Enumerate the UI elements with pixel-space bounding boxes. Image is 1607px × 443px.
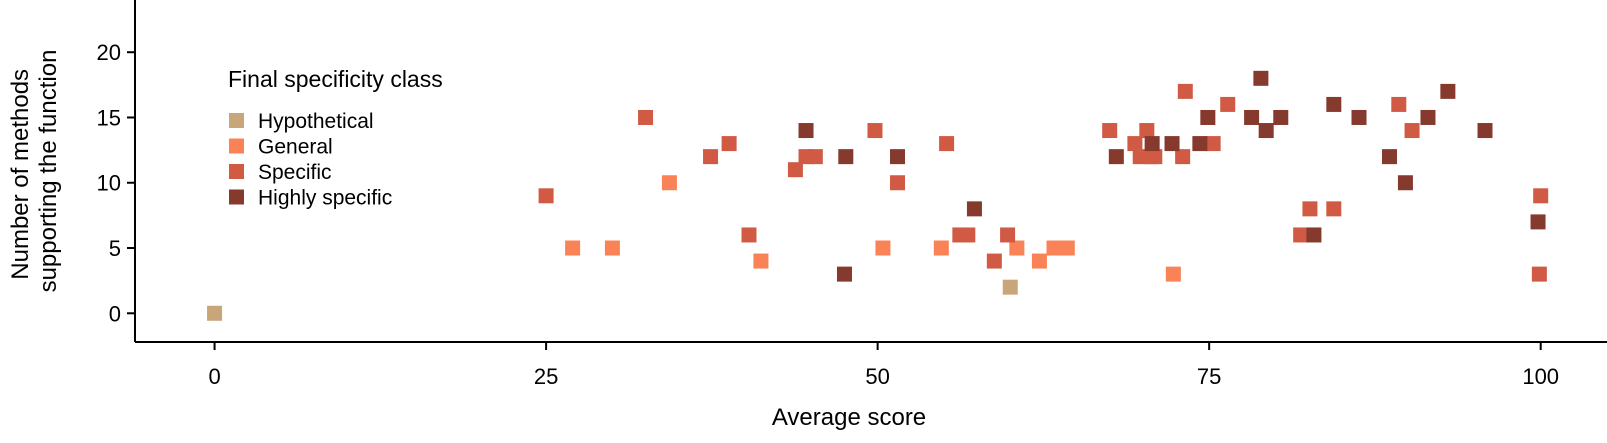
point-general [933, 240, 949, 256]
point-highly-specific [838, 149, 854, 165]
point-general [753, 253, 769, 269]
legend-title: Final specificity class [228, 66, 443, 92]
point-hypothetical [207, 305, 223, 321]
point-highly-specific [1244, 109, 1260, 125]
point-specific [787, 162, 803, 178]
point-specific [1302, 201, 1318, 217]
point-specific [1391, 96, 1407, 112]
y-ticks: 0 5 10 15 20 [97, 40, 135, 326]
point-specific [1175, 149, 1191, 165]
legend-swatch-hypothetical [229, 113, 244, 128]
point-general [661, 175, 677, 191]
point-highly-specific [890, 149, 906, 165]
point-general [1059, 240, 1075, 256]
point-highly-specific [798, 123, 814, 139]
point-specific [960, 227, 976, 243]
point-specific [1177, 83, 1193, 99]
x-tick-label: 50 [865, 364, 889, 389]
y-tick-label: 15 [97, 105, 121, 130]
point-specific [986, 253, 1002, 269]
point-highly-specific [1397, 175, 1413, 191]
point-highly-specific [1440, 83, 1456, 99]
point-general [1165, 266, 1181, 282]
legend-label-general: General [258, 136, 333, 159]
point-specific [1139, 123, 1155, 139]
point-specific [867, 123, 883, 139]
legend-swatch-specific [229, 164, 244, 179]
point-specific [1220, 96, 1236, 112]
point-general [604, 240, 620, 256]
point-specific [1326, 201, 1342, 217]
data-points [207, 70, 1549, 321]
point-highly-specific [1258, 123, 1274, 139]
point-specific [1147, 149, 1163, 165]
point-specific [807, 149, 823, 165]
point-general [1046, 240, 1062, 256]
point-highly-specific [1306, 227, 1322, 243]
x-ticks: 0 25 50 75 100 [208, 342, 1559, 389]
y-axis-title-line-2: supporting the function [35, 50, 62, 293]
y-tick-label: 5 [109, 236, 121, 261]
point-specific [703, 149, 719, 165]
legend-label-hypothetical: Hypothetical [258, 110, 374, 133]
legend-swatch-highly-specific [229, 189, 244, 205]
point-specific [538, 188, 554, 204]
point-general [875, 240, 891, 256]
point-highly-specific [1200, 109, 1216, 125]
point-highly-specific [1253, 70, 1269, 86]
point-specific [1205, 136, 1221, 152]
point-highly-specific [1382, 149, 1398, 165]
point-highly-specific [1144, 136, 1160, 152]
point-specific [1404, 123, 1420, 139]
point-highly-specific [1164, 136, 1180, 152]
point-specific [939, 136, 955, 152]
x-tick-label: 0 [208, 364, 220, 389]
point-specific [1102, 123, 1118, 139]
x-tick-label: 25 [534, 364, 558, 389]
point-highly-specific [1420, 109, 1436, 125]
point-highly-specific [1108, 149, 1124, 165]
x-tick-label: 75 [1197, 364, 1221, 389]
point-specific [721, 136, 737, 152]
point-highly-specific [1326, 96, 1342, 112]
point-specific [1127, 136, 1143, 152]
y-axis-title-line-1: Number of methods [7, 69, 34, 280]
x-tick-label: 100 [1522, 364, 1559, 389]
point-specific [890, 175, 906, 191]
point-hypothetical [1002, 279, 1018, 295]
point-highly-specific [836, 266, 852, 282]
y-axis-title: Number of methods supporting the functio… [7, 50, 62, 293]
point-highly-specific [1351, 109, 1367, 125]
point-specific [1000, 227, 1016, 243]
plot-axes [134, 0, 1607, 343]
point-general [1009, 240, 1025, 256]
point-highly-specific [1477, 123, 1493, 139]
point-specific [741, 227, 757, 243]
x-axis-title: Average score [772, 404, 926, 431]
point-highly-specific [1192, 136, 1208, 152]
y-tick-label: 20 [97, 40, 121, 65]
legend-swatch-general [229, 138, 244, 154]
legend-label-specific: Specific [258, 161, 332, 184]
legend-label-highly-specific: Highly specific [258, 187, 392, 210]
point-specific [638, 109, 654, 125]
point-specific [1533, 188, 1549, 204]
point-highly-specific [1530, 214, 1546, 230]
point-general [565, 240, 581, 256]
y-tick-label: 0 [109, 301, 121, 326]
point-highly-specific [1273, 109, 1289, 125]
y-tick-label: 10 [97, 171, 121, 196]
legend: Final specificity class Hypothetical Gene… [228, 66, 443, 210]
point-highly-specific [966, 201, 982, 217]
point-specific [1531, 266, 1547, 282]
point-general [1031, 253, 1047, 269]
point-specific [1293, 227, 1309, 243]
